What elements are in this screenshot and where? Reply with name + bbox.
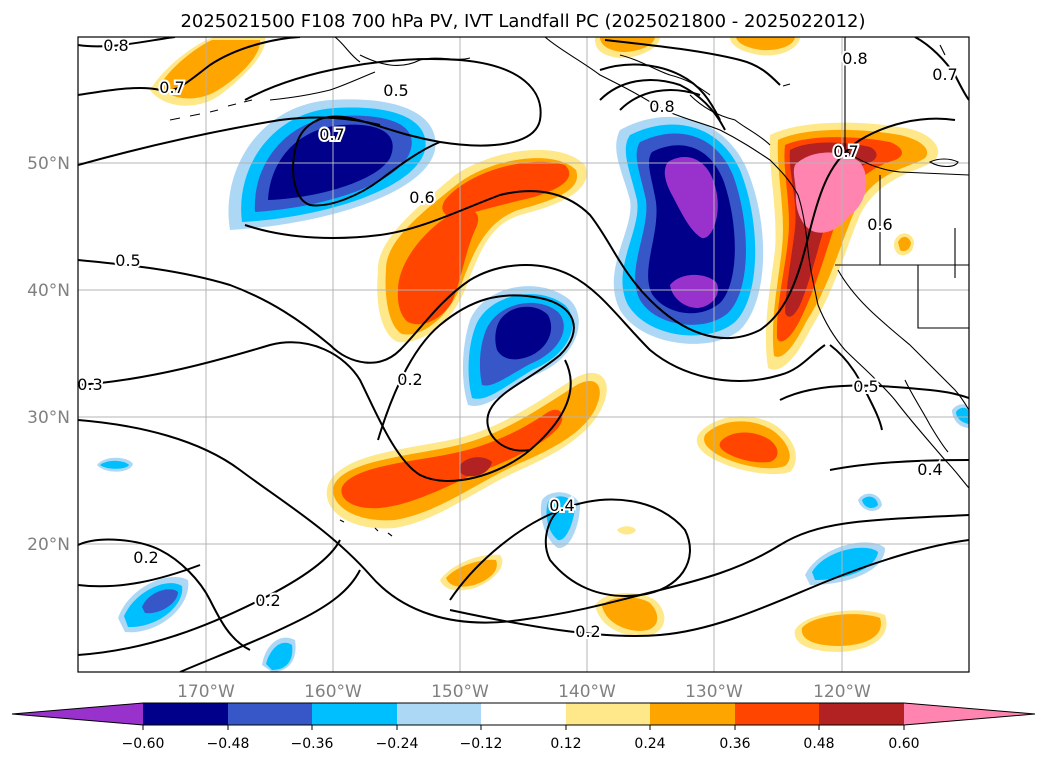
negative-anomaly-fill [862, 496, 878, 508]
contour-label: 0.2 [575, 622, 600, 641]
negative-anomaly-fill [495, 306, 552, 360]
lon-labels: 170°W 160°W 150°W 140°W 130°W 120°W [177, 682, 871, 702]
colorbar-tick-label: −0.12 [460, 736, 503, 752]
lon-label-120w: 120°W [813, 682, 871, 702]
contour-label: 0.2 [255, 591, 280, 610]
lat-label-30n: 30°N [27, 408, 70, 428]
positive-anomaly-fill [397, 210, 479, 325]
negative-anomaly-fill [956, 407, 969, 424]
colorbar-swatch [819, 703, 904, 725]
colorbar-swatch [650, 703, 735, 725]
lat-label-40n: 40°N [27, 281, 70, 301]
negative-anomaly-fill [812, 547, 878, 580]
colorbar: −0.60 −0.48 −0.36 −0.24 −0.12 0.12 0.24 … [11, 702, 1036, 752]
colorbar-swatch [735, 703, 819, 725]
colorbar-tick-label: 0.12 [550, 736, 581, 752]
map-frame [77, 36, 970, 673]
colorbar-tick-label: 0.48 [803, 736, 834, 752]
negative-anomaly-fill [100, 460, 129, 469]
gridlines [78, 37, 969, 672]
negative-anomaly-fill [142, 589, 178, 614]
colorbar-tick-label: 0.60 [888, 736, 919, 752]
positive-anomaly-fill [793, 152, 867, 233]
positive-anomaly-fill [459, 457, 492, 477]
contour-label: 0.2 [133, 548, 158, 567]
colorbar-tick-label: −0.60 [122, 736, 165, 752]
positive-anomaly-fill [719, 432, 778, 463]
map-area: 0.8 0.7 0.5 0.7 0.6 0.5 0.3 0.2 0.8 0.7 … [77, 36, 969, 672]
contour-label: 0.8 [103, 36, 128, 55]
lon-label-130w: 130°W [685, 682, 743, 702]
pv-contours [78, 37, 969, 672]
contour-label: 0.3 [77, 375, 102, 394]
contour-label: 0.7 [319, 125, 344, 144]
positive-anomaly-fill [898, 236, 911, 252]
colorbar-extend-low [12, 703, 143, 725]
figure-title: 2025021500 F108 700 hPa PV, IVT Landfall… [180, 11, 865, 32]
colorbar-tick-label: −0.36 [291, 736, 334, 752]
contour-label: 0.4 [917, 460, 942, 479]
contour-label: 0.5 [853, 377, 878, 396]
colorbar-swatch [143, 703, 228, 725]
positive-anomaly-fill [442, 161, 570, 218]
contour-label: 0.8 [842, 49, 867, 68]
colorbar-tick-label: 0.24 [634, 736, 665, 752]
colorbar-extend-high [904, 703, 1035, 725]
lat-label-20n: 20°N [27, 535, 70, 555]
lat-label-50n: 50°N [27, 154, 70, 174]
negative-anomaly-fill [664, 157, 718, 239]
positive-anomaly-fill [736, 37, 795, 51]
lat-labels: 50°N 40°N 30°N 20°N [27, 154, 70, 555]
contour-label: 0.7 [932, 65, 957, 84]
positive-anomaly-fill [341, 409, 563, 509]
contour-label: 0.4 [549, 496, 574, 515]
contour-label: 0.7 [159, 78, 184, 97]
colorbar-swatch [228, 703, 312, 725]
colorbar-tick-label: −0.48 [207, 736, 250, 752]
negative-anomaly-fill [670, 274, 718, 308]
contour-label: 0.2 [397, 370, 422, 389]
lon-label-170w: 170°W [177, 682, 235, 702]
lon-label-160w: 160°W [304, 682, 362, 702]
negative-anomaly-fill [268, 124, 393, 200]
positive-anomaly-fill [801, 614, 881, 646]
positive-anomaly-fill [602, 597, 658, 631]
contour-label: 0.6 [867, 215, 892, 234]
colorbar-tick-label: −0.24 [376, 736, 419, 752]
colorbar-swatch [312, 703, 397, 725]
colorbar-tick-label: 0.36 [719, 736, 750, 752]
contour-label: 0.5 [115, 251, 140, 270]
negative-anomaly-fill [266, 642, 293, 670]
positive-anomaly-fill [617, 526, 636, 535]
colorbar-swatch [397, 703, 481, 725]
contour-label: 0.5 [383, 81, 408, 100]
contour-label: 0.6 [409, 188, 434, 207]
colorbar-swatch [481, 703, 566, 725]
lon-label-150w: 150°W [431, 682, 489, 702]
colorbar-swatch [566, 703, 650, 725]
contour-label: 0.8 [649, 97, 674, 116]
contour-label: 0.7 [833, 142, 858, 161]
lon-label-140w: 140°W [558, 682, 616, 702]
contour-labels: 0.8 0.7 0.5 0.7 0.6 0.5 0.3 0.2 0.8 0.7 … [77, 36, 960, 643]
